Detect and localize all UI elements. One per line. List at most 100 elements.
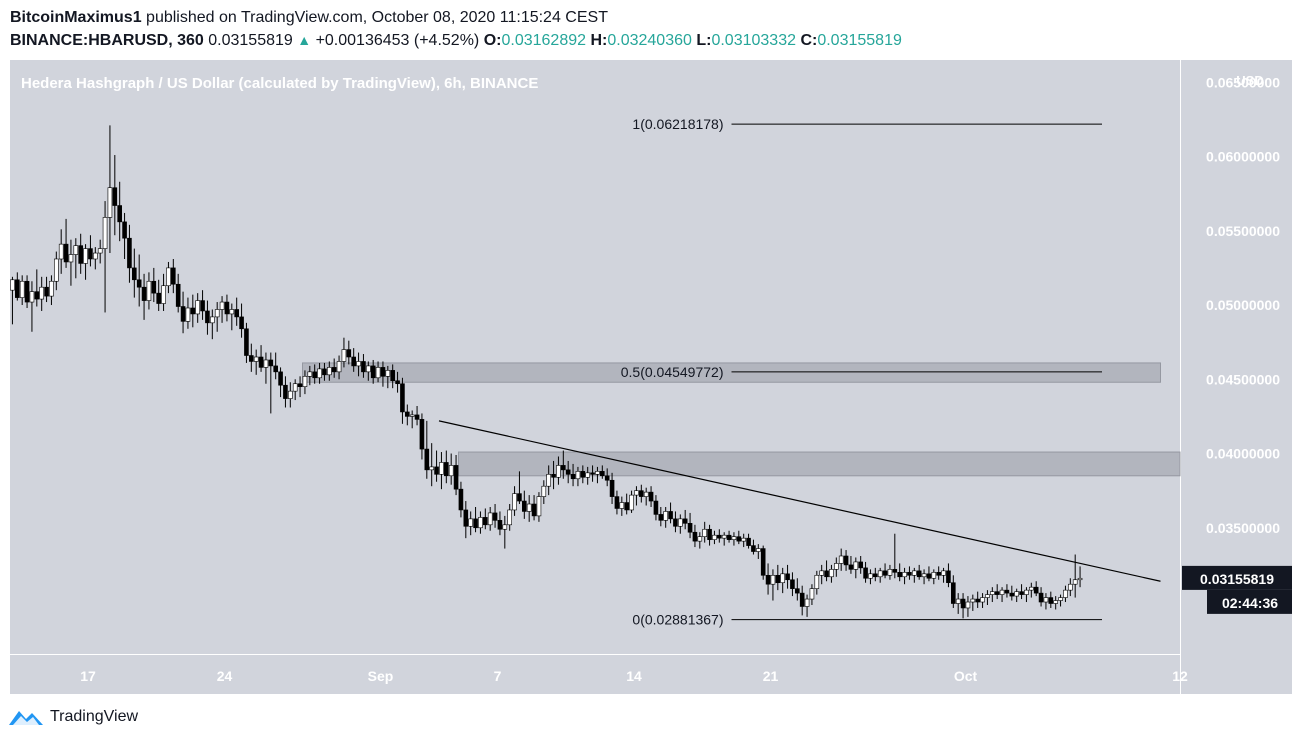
candle-body <box>185 307 191 322</box>
candle-body <box>614 496 620 509</box>
candle-body <box>907 572 912 576</box>
candle <box>756 544 761 559</box>
candle <box>809 584 815 605</box>
candle-body <box>317 368 322 379</box>
time-tick-label: 14 <box>626 668 642 684</box>
candle-body <box>73 245 79 255</box>
candle <box>458 481 464 518</box>
candle <box>892 533 898 579</box>
candle-body <box>249 355 254 362</box>
candle-body <box>653 500 659 515</box>
candle <box>244 322 249 363</box>
candle-body <box>682 518 688 524</box>
candle-body <box>634 490 639 496</box>
candle-body <box>687 523 693 533</box>
price-chart[interactable]: 1(0.06218178) 0.5(0.04549772) 0(0.02881367… <box>10 60 1292 694</box>
footer: TradingView <box>8 706 138 728</box>
candle <box>54 251 59 291</box>
candle-body <box>229 309 235 315</box>
candle-body <box>790 579 795 589</box>
candle-body <box>994 591 1000 595</box>
candle-body <box>49 280 54 297</box>
candle-body <box>29 291 35 303</box>
candle <box>380 361 386 387</box>
candle-body <box>117 205 122 223</box>
candle <box>10 276 15 325</box>
candle <box>171 258 176 294</box>
candle-body <box>156 292 161 304</box>
candle <box>721 532 727 546</box>
candle <box>990 587 995 603</box>
candle <box>634 486 639 506</box>
candle <box>161 273 166 311</box>
candle-body <box>224 301 230 315</box>
candle <box>93 247 98 270</box>
candle-body <box>356 361 361 367</box>
candle-body <box>785 573 790 581</box>
candle <box>366 361 371 381</box>
open-label: O: <box>483 32 502 49</box>
candle-body <box>522 500 527 512</box>
candle <box>34 269 40 307</box>
candle <box>288 382 293 408</box>
candle <box>112 155 118 236</box>
candle-body <box>302 376 308 387</box>
candle <box>980 593 985 608</box>
candle-body <box>731 536 737 540</box>
candle <box>341 337 347 368</box>
candle-body <box>370 365 376 379</box>
candle-body <box>619 502 625 509</box>
candle-body <box>804 598 810 607</box>
candle-body <box>936 572 941 576</box>
candle-body <box>239 316 244 330</box>
candle <box>146 272 152 310</box>
candle-body <box>629 494 634 511</box>
candle-body <box>736 536 742 542</box>
candle <box>912 567 917 583</box>
price-tick-label: 0.06000000 <box>1206 149 1280 165</box>
candle-body <box>580 471 586 478</box>
candle <box>882 563 888 579</box>
candle-body <box>395 380 400 385</box>
candle-body <box>741 537 746 542</box>
candle-body <box>775 574 781 584</box>
candle-body <box>756 548 761 552</box>
candle <box>848 555 854 574</box>
candle <box>931 569 937 585</box>
candle-body <box>575 471 581 480</box>
candle <box>814 570 820 595</box>
candle-body <box>292 383 298 392</box>
candle-body <box>385 370 391 377</box>
candle <box>385 365 391 389</box>
candle-body <box>83 248 88 264</box>
candle <box>1014 588 1019 603</box>
candle <box>624 493 629 515</box>
candle <box>765 563 771 595</box>
candle <box>502 515 508 549</box>
brand-name[interactable]: TradingView <box>50 708 139 725</box>
candle-body <box>161 285 166 304</box>
candle-body <box>268 359 274 367</box>
last-price-badge-text: 0.03155819 <box>1200 571 1274 587</box>
candle-body <box>19 280 25 298</box>
author-name[interactable]: BitcoinMaximus1 <box>10 9 142 26</box>
candle <box>658 506 664 527</box>
candle <box>951 575 956 608</box>
candle-body <box>834 563 839 570</box>
low-label: L: <box>696 32 712 49</box>
candle <box>473 506 478 533</box>
candle <box>853 557 859 579</box>
candle <box>799 585 805 616</box>
tradingview-logo-icon[interactable] <box>8 706 44 728</box>
candle <box>49 275 54 306</box>
time-tick-label: 21 <box>763 668 779 684</box>
candle-body <box>151 280 157 294</box>
candle <box>697 532 703 549</box>
candle <box>965 596 971 617</box>
candle-body <box>473 518 478 529</box>
candle <box>63 218 69 268</box>
candle-body <box>931 572 937 579</box>
candle-body <box>892 569 898 573</box>
candle-body <box>307 371 313 377</box>
candle-body <box>39 286 44 300</box>
